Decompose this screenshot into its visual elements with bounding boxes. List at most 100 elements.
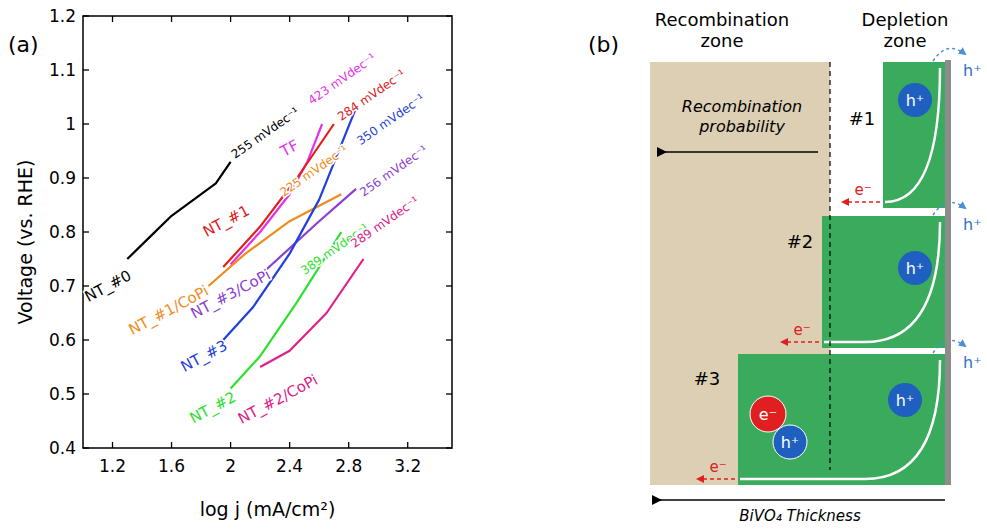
x-tick <box>407 16 408 22</box>
x-tick-label: 2.8 <box>335 456 362 476</box>
plot-frame <box>83 16 452 448</box>
series-name: NT_#3 <box>178 337 231 377</box>
hole-circle <box>888 383 922 417</box>
y-tick-label: 1.1 <box>49 60 76 80</box>
hole-out-label: h⁺ <box>963 215 982 234</box>
x-tick <box>112 442 113 448</box>
series-name: NT_#2 <box>187 388 240 428</box>
series-line <box>260 259 363 367</box>
sample-block <box>738 354 945 485</box>
y-tick-label: 0.6 <box>49 330 76 350</box>
electron-label: e⁻ <box>709 458 726 476</box>
x-tick <box>230 16 231 22</box>
y-tick <box>446 69 452 70</box>
series-line <box>127 162 230 259</box>
x-tick <box>289 16 290 22</box>
band-bending <box>824 222 940 342</box>
series-name: NT_#1 <box>200 202 253 242</box>
slope-label: 256 mVdec⁻¹ <box>357 142 430 199</box>
y-tick <box>446 447 452 448</box>
y-tick <box>446 393 452 394</box>
y-tick-label: 1 <box>65 114 76 134</box>
hole-out-label: h⁺ <box>963 353 982 372</box>
y-tick-label: 1.2 <box>49 6 76 26</box>
sample-label: #2 <box>787 231 814 252</box>
series-name: NT_#3/CoPi <box>188 266 274 324</box>
arrow-label: BiVO₄ Thickness <box>739 507 861 525</box>
y-tick <box>83 231 89 232</box>
y-tick <box>446 123 452 124</box>
x-tick <box>171 16 172 22</box>
x-tick <box>171 442 172 448</box>
y-tick <box>83 177 89 178</box>
hole-out-label: h⁺ <box>963 61 982 80</box>
y-tick <box>83 123 89 124</box>
electron-arrow <box>698 478 735 480</box>
x-tick <box>230 442 231 448</box>
y-tick <box>446 285 452 286</box>
text-line: Recombination <box>655 9 790 30</box>
y-tick-label: 0.9 <box>49 168 76 188</box>
sample-label: #1 <box>849 108 876 129</box>
text-line: Depletion <box>862 9 949 30</box>
figure: 1.21.622.42.83.20.40.50.60.70.80.911.11.… <box>0 0 987 529</box>
hole-arrow <box>933 48 965 61</box>
y-tick <box>83 69 89 70</box>
y-tick <box>446 231 452 232</box>
x-tick-label: 1.2 <box>99 456 126 476</box>
x-tick <box>407 442 408 448</box>
y-tick <box>83 393 89 394</box>
electron-arrow <box>843 201 880 203</box>
electron-arrow <box>782 341 819 343</box>
slope-label: 225 mVdec⁻¹ <box>277 142 350 199</box>
x-tick-label: 1.6 <box>158 456 185 476</box>
y-tick <box>446 15 452 16</box>
series-labels: NT_#0255 mVdec⁻¹TF423 mVdec⁻¹NT_#1284 mV… <box>82 50 431 428</box>
y-tick-label: 0.4 <box>49 438 76 458</box>
zone-title: Depletionzone <box>862 9 949 51</box>
probability-arrow <box>665 151 818 153</box>
text-line: Recombination <box>682 97 802 116</box>
electron-circle <box>750 396 786 432</box>
sample-label: #3 <box>694 368 721 389</box>
hole-label: h⁺ <box>906 259 925 278</box>
hole-label: h⁺ <box>906 91 925 110</box>
series-name: NT_#2/CoPi <box>235 371 321 429</box>
text-line: probability <box>698 117 785 136</box>
y-tick <box>83 339 89 340</box>
series-name: NT_#0 <box>82 266 135 306</box>
hole-circle <box>898 83 932 117</box>
x-tick <box>348 16 349 22</box>
text-line: zone <box>701 30 744 51</box>
electron-label: e⁻ <box>793 321 810 339</box>
y-tick <box>83 447 89 448</box>
panel-letter: (b) <box>588 32 619 57</box>
arrow-label: Recombinationprobability <box>682 97 802 136</box>
substrate <box>945 60 951 485</box>
sample-block <box>883 62 945 208</box>
electron-label: e⁻ <box>854 181 871 199</box>
text-line: zone <box>884 30 927 51</box>
x-tick <box>348 442 349 448</box>
hole-label: h⁺ <box>896 391 915 410</box>
y-tick-label: 0.5 <box>49 384 76 404</box>
y-tick <box>83 15 89 16</box>
y-tick-label: 0.8 <box>49 222 76 242</box>
hole-circle <box>773 425 807 459</box>
slope-label: 289 mVdec⁻¹ <box>348 194 421 251</box>
y-tick-label: 0.7 <box>49 276 76 296</box>
panel-letter: (a) <box>8 32 39 57</box>
y-axis-title: Voltage (vs. RHE) <box>14 160 36 325</box>
hole-label: h⁺ <box>781 433 800 452</box>
x-axis-title: log j (mA/cm²) <box>200 498 336 520</box>
hole-circle <box>898 251 932 285</box>
zone-title: Recombinationzone <box>655 9 790 51</box>
slope-label: 389 mVdec⁻¹ <box>298 221 371 278</box>
x-tick-label: 2.4 <box>276 456 303 476</box>
series-line <box>208 194 341 286</box>
band-bending <box>740 360 940 479</box>
slope-label: 350 mVdec⁻¹ <box>354 91 427 148</box>
series-name: TF <box>277 136 302 161</box>
x-tick-label: 3.2 <box>394 456 421 476</box>
band-bending <box>885 68 940 202</box>
